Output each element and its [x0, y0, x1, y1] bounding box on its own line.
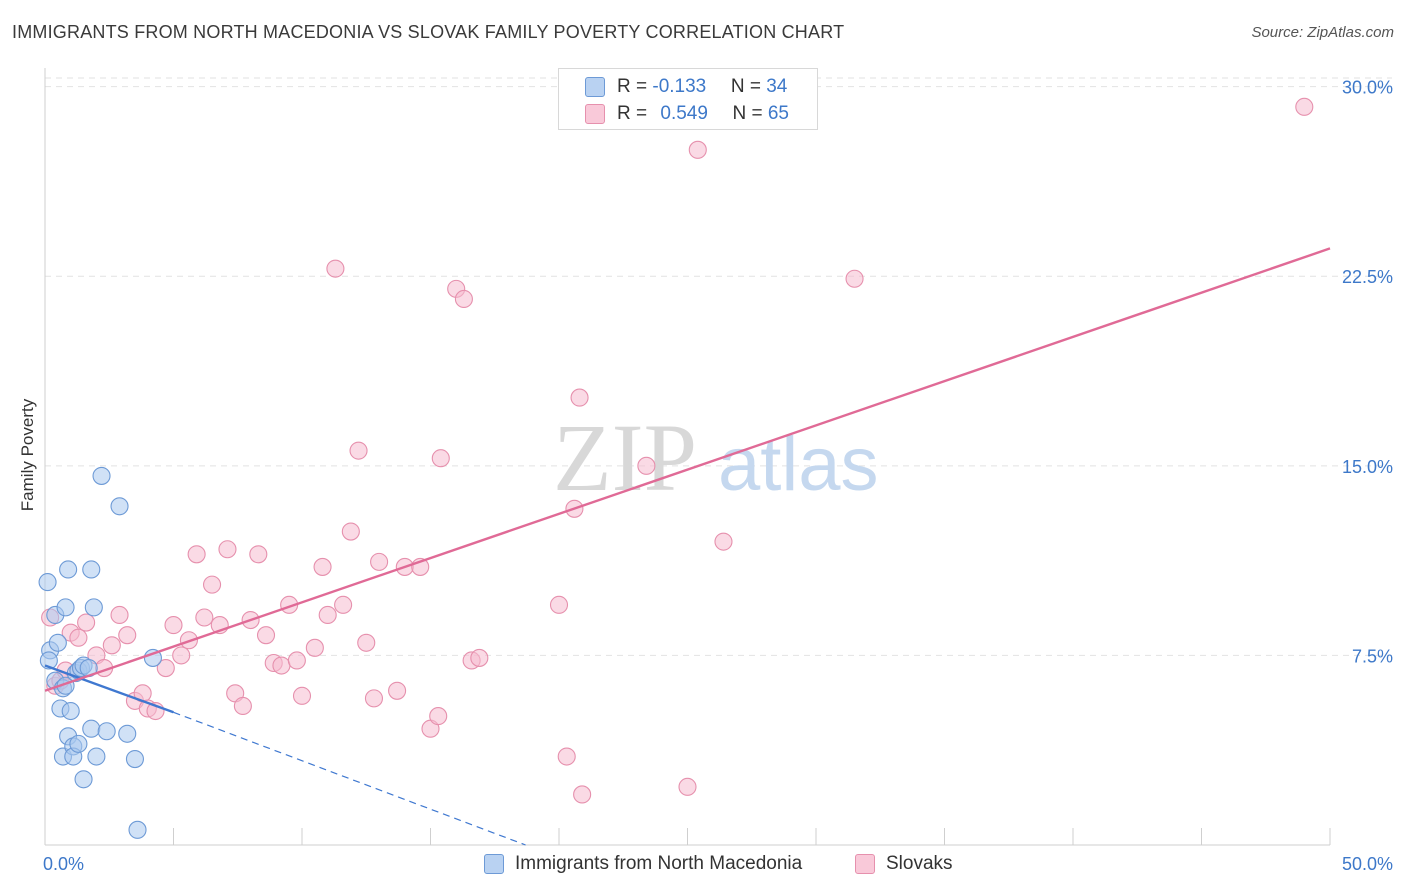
legend-swatch-blue [484, 854, 504, 874]
y-tick-label: 30.0% [1342, 78, 1393, 98]
y-tick-label: 7.5% [1352, 646, 1393, 666]
slovak-point [218, 540, 237, 559]
slovak-point [77, 613, 96, 632]
legend-swatch-blue [585, 77, 605, 97]
macedonia-point [125, 750, 144, 769]
slovak-point [364, 689, 384, 708]
slovak-point [326, 259, 345, 278]
macedonia-point [97, 722, 116, 741]
macedonia-point [39, 651, 58, 670]
watermark-atlas: atlas [718, 422, 879, 507]
slovak-point [313, 557, 332, 576]
slovak-point [470, 648, 489, 667]
slovak-point [102, 636, 121, 655]
macedonia-point [128, 820, 147, 839]
slovak-point [110, 605, 129, 625]
correlation-legend: R = -0.133 N = 34 R = 0.549 N = 65 [558, 68, 818, 130]
slovak-point [341, 522, 360, 541]
legend-n-value: 34 [766, 76, 788, 97]
legend-r-value: -0.133 [652, 76, 707, 97]
slovak-point [318, 605, 337, 625]
grid-layer [45, 77, 1392, 656]
slovak-point [187, 545, 206, 564]
axis-layer [44, 68, 1331, 846]
slovak-point [637, 456, 656, 475]
slovak-point [431, 449, 450, 468]
slovak-point [334, 595, 353, 614]
slovak-point [370, 552, 389, 571]
macedonia-trend-line [44, 664, 174, 714]
slovak-point [287, 651, 306, 670]
legend-r-value: 0.549 [660, 103, 708, 124]
slovak-point [714, 532, 733, 551]
macedonia-point [38, 573, 57, 592]
slovak-point [349, 441, 368, 460]
slovak-point [688, 140, 707, 159]
slovak-point [272, 656, 291, 675]
legend-n-value: 65 [767, 103, 789, 124]
slovak-trend-line [44, 247, 1331, 692]
macedonia-point [74, 770, 93, 789]
legend-item-label: Immigrants from North Macedonia [515, 853, 803, 874]
series-legend: Immigrants from North Macedonia Slovaks [0, 852, 1406, 878]
legend-r-label: R = [617, 103, 653, 124]
slovak-point [454, 289, 473, 309]
slovak-point [156, 658, 175, 678]
legend-item-label: Slovaks [886, 853, 953, 874]
slovak-point [429, 707, 448, 726]
macedonia-point [56, 598, 75, 617]
macedonia-point [61, 701, 80, 721]
x-tick-label: 50.0% [1342, 854, 1393, 874]
slovak-point [570, 388, 589, 407]
x-tick-label: 0.0% [43, 854, 84, 874]
legend-n-label: N = [730, 76, 767, 97]
watermark-zip: ZIP [553, 404, 697, 511]
macedonia-point [69, 734, 88, 753]
slovak-point [118, 626, 137, 645]
macedonia-point [82, 560, 101, 579]
trend-layer [44, 247, 1331, 846]
slovak-point [678, 777, 697, 796]
macedonia-point [82, 719, 101, 738]
macedonia-point [143, 648, 162, 667]
slovak-point [357, 633, 376, 652]
legend-n-label: N = [732, 103, 768, 124]
slovak-point [233, 696, 252, 716]
macedonia-point [87, 747, 106, 766]
slovak-point [256, 626, 276, 645]
slovak-point [69, 628, 88, 647]
slovak-point [203, 575, 222, 594]
slovak-point [1295, 97, 1314, 116]
macedonia-point [110, 497, 129, 516]
slovak-point [164, 616, 183, 635]
tick-labels: 7.5% 15.0% 22.5% 30.0% 0.0% 50.0% [43, 78, 1393, 874]
slovak-point [172, 646, 191, 665]
source-credit: Source: ZipAtlas.com [1251, 24, 1394, 41]
watermark: ZIP atlas [553, 404, 879, 511]
slovak-point [195, 608, 214, 627]
macedonia-trend-extension [173, 711, 526, 846]
slovak-point [573, 785, 592, 804]
chart-title: IMMIGRANTS FROM NORTH MACEDONIA VS SLOVA… [12, 22, 845, 42]
slovak-point [249, 545, 268, 564]
macedonia-point [59, 560, 78, 579]
slovak-point [845, 269, 864, 288]
slovak-point [292, 686, 312, 705]
slovak-point [557, 747, 576, 766]
macedonia-point [84, 598, 103, 617]
slovak-point [388, 681, 407, 700]
macedonia-point [92, 466, 111, 485]
legend-r-label: R = [617, 76, 653, 97]
legend-swatch-pink [855, 854, 875, 874]
slovak-point [549, 595, 569, 614]
slovak-point [305, 638, 324, 657]
macedonia-point [48, 633, 67, 652]
y-tick-label: 22.5% [1342, 267, 1393, 287]
legend-swatch-pink [585, 104, 605, 124]
y-tick-label: 15.0% [1342, 457, 1393, 477]
points-layer [38, 97, 1314, 839]
macedonia-point [118, 724, 137, 743]
